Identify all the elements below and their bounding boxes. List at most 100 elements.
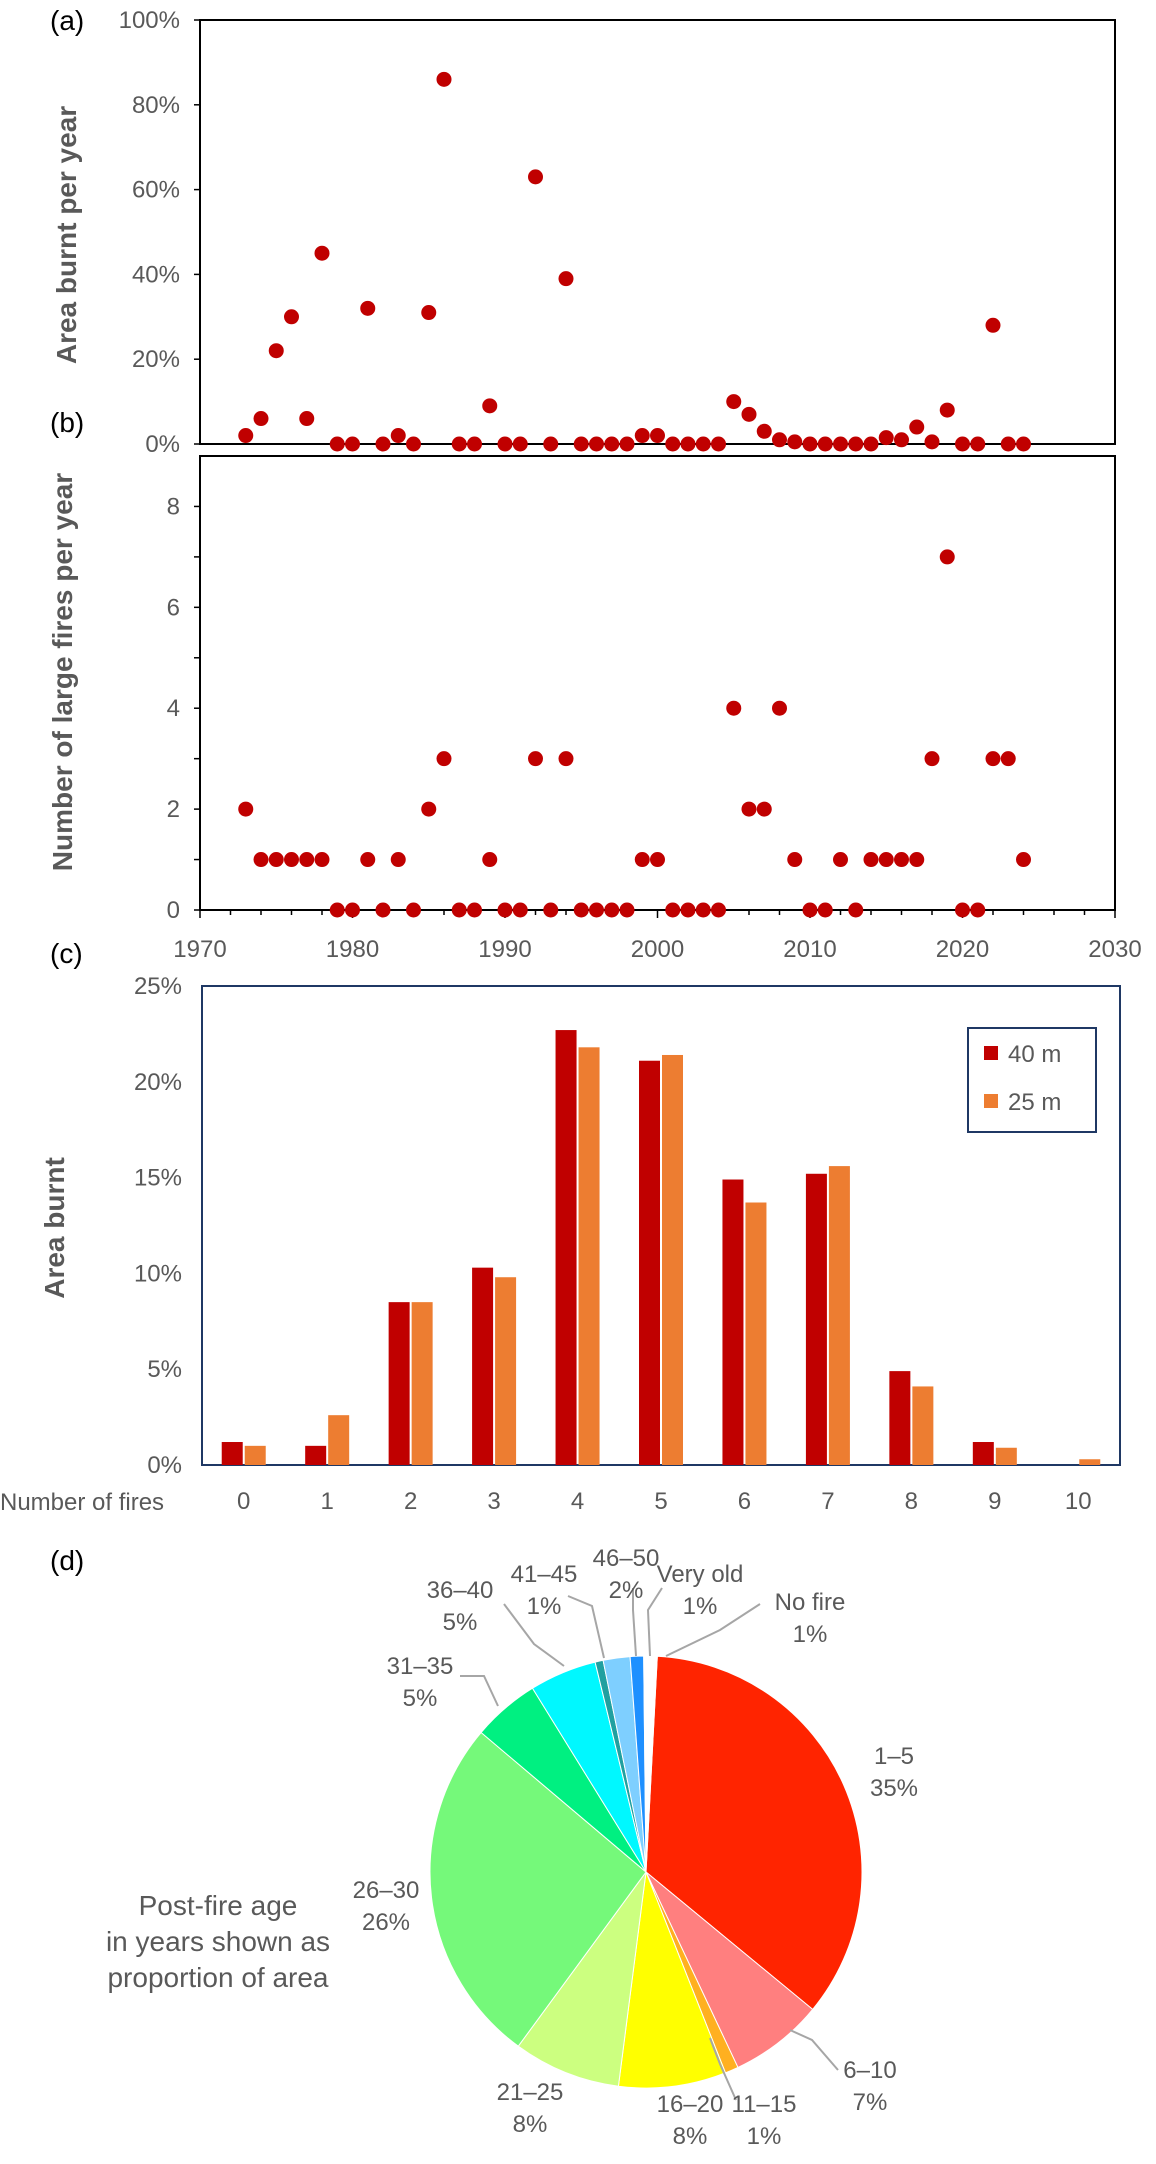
scatter-point-b [939,549,955,565]
pie-label-percent: 5% [443,1609,478,1636]
x-tick-label-c: 7 [821,1488,834,1515]
bar-25m [411,1302,433,1465]
y-tick-label-b: 2 [167,796,180,823]
pie-label-percent: 8% [673,2123,708,2150]
scatter-point-b [390,852,406,868]
y-tick-label-a: 60% [132,177,180,204]
x-tick-label-b: 2010 [783,936,836,963]
scatter-point-a [787,434,803,450]
scatter-point-a [436,71,452,87]
scatter-point-a [573,436,589,452]
y-tick-label-a: 80% [132,92,180,119]
scatter-point-b [329,902,345,918]
scatter-point-a [665,436,681,452]
bar-40m [972,1442,994,1465]
y-axis-title-b: Number of large fires per year [47,473,78,871]
bar-40m [805,1173,827,1465]
bar-25m [662,1054,683,1465]
pie-label-percent: 2% [609,1577,644,1604]
y-tick-label-c: 25% [134,973,182,1000]
bar-40m [388,1302,410,1465]
bar-25m [495,1277,517,1465]
y-tick-label-a: 0% [145,431,180,458]
scatter-point-b [528,751,543,767]
x-tick-label-b: 1980 [326,936,379,963]
scatter-point-b [543,902,559,918]
scatter-point-a [695,436,711,452]
y-tick-label-a: 100% [119,7,180,34]
legend-label-40m: 40 m [1008,1041,1061,1068]
scatter-point-b [421,801,437,817]
scatter-point-b [406,902,421,918]
scatter-point-b [878,852,894,868]
pie-label-name: No fire [775,1589,846,1616]
scatter-point-b [650,852,665,868]
pie-label-name: 36–40 [427,1577,494,1604]
scatter-point-a [726,394,742,410]
pie-label-name: 11–15 [732,2091,797,2118]
scatter-point-a [284,309,299,325]
scatter-point-b [711,902,726,918]
scatter-point-b [695,902,711,918]
x-tick-label-c: 4 [571,1488,584,1515]
scatter-point-b [665,902,681,918]
scatter-point-b [268,852,284,868]
scatter-point-b [253,852,269,868]
scatter-point-a [680,436,696,452]
scatter-point-a [1000,436,1016,452]
bar-40m [889,1371,911,1465]
pie-label-name: 6–10 [843,2057,896,2084]
pie-label-name: 21–25 [497,2079,564,2106]
scatter-point-b [924,751,940,767]
scatter-point-b [360,852,376,868]
scatter-point-b [604,902,620,918]
scatter-point-a [833,436,848,452]
scatter-point-b [467,902,482,918]
scatter-point-b [970,902,986,918]
pie-label-percent: 8% [513,2111,548,2138]
scatter-point-b [482,852,498,868]
pie-slice [645,1655,863,2011]
y-tick-label-b: 6 [167,594,180,621]
x-tick-label-c: 8 [905,1488,918,1515]
scatter-point-a [329,436,345,452]
x-tick-label-c: 9 [988,1488,1001,1515]
x-tick-label-b: 2000 [631,936,684,963]
y-axis-title-a: Area burnt per year [51,106,82,364]
pie-leader-line [709,2037,737,2101]
pie-leader-line [632,1588,637,1657]
pie-label-percent: 1% [527,1593,562,1620]
pie-caption-line-2: in years shown as [106,1926,330,1957]
plot-area-c [201,985,1121,1466]
scatter-point-b [284,852,299,868]
scatter-point-b [863,852,879,868]
x-tick-label-c: 1 [321,1488,334,1515]
scatter-point-a [924,434,940,450]
pie-leader-line [567,1595,605,1659]
bar-25m [578,1047,600,1465]
scatter-point-b [451,902,467,918]
pie-label-percent: 35% [870,1775,918,1802]
x-tick-label-b: 1970 [173,936,226,963]
scatter-point-a [360,300,376,316]
scatter-point-b [802,902,818,918]
scatter-point-a [817,436,833,452]
scatter-point-a [238,428,254,444]
bar-25m [995,1447,1017,1465]
scatter-point-a [848,436,864,452]
scatter-point-b [787,852,803,868]
scatter-point-b [772,700,787,716]
scatter-point-b [741,801,757,817]
scatter-point-a [985,317,1001,333]
pie-label-name: 1–5 [874,1743,914,1770]
scatter-point-a [512,436,528,452]
scatter-point-b [573,902,589,918]
pie-chart: 1–5 35% 6–10 7% 11–15 1% 16–20 8% 21–25 8% 26–30 26… [353,1545,918,2150]
scatter-point-b [985,751,1001,767]
scatter-point-a [894,432,909,448]
scatter-point-a [558,271,574,287]
scatter-point-a [543,436,559,452]
scatter-point-a [772,432,787,448]
